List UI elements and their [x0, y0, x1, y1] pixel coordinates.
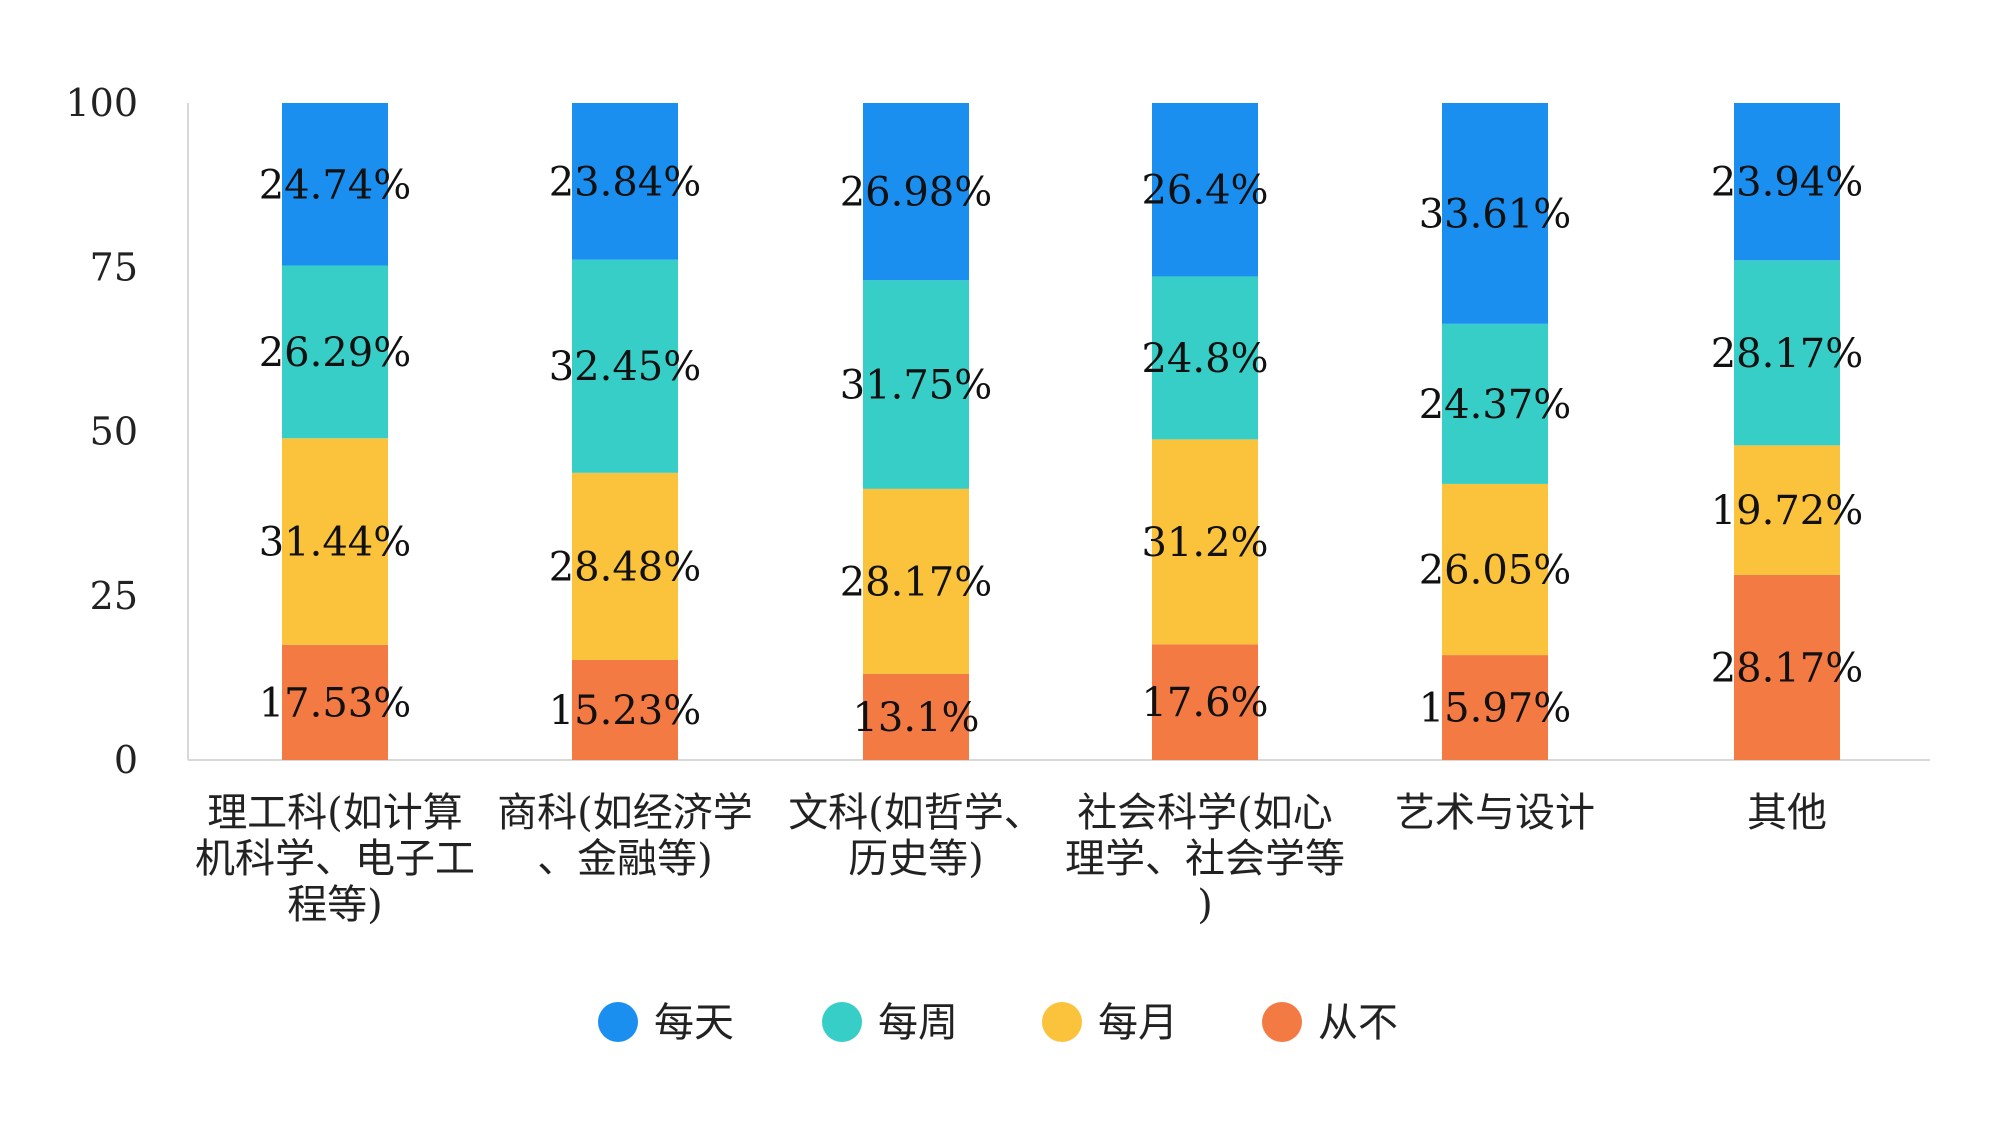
- x-tick-label: ): [1197, 882, 1213, 928]
- bar-segment: [282, 644, 388, 760]
- bar-segment: [572, 659, 678, 760]
- data-label: 31.2%: [1141, 520, 1268, 566]
- bar-segment: [1734, 260, 1840, 446]
- data-label: 32.45%: [549, 344, 702, 390]
- bar-segment: [1734, 445, 1840, 575]
- data-label: 26.05%: [1419, 548, 1572, 594]
- data-label: 28.17%: [1711, 645, 1864, 691]
- data-label: 23.84%: [549, 159, 702, 205]
- data-label: 26.98%: [840, 170, 993, 216]
- x-tick-label: 历史等): [848, 836, 984, 882]
- bar-segment: [863, 103, 969, 281]
- data-label: 28.17%: [840, 559, 993, 605]
- data-label: 28.48%: [549, 544, 702, 590]
- legend-label: 每周: [878, 1000, 958, 1046]
- data-label: 15.23%: [549, 688, 702, 734]
- data-label: 13.1%: [852, 695, 979, 741]
- y-tick-label: 0: [114, 738, 138, 782]
- legend-swatch: [822, 1002, 862, 1042]
- y-tick-label: 100: [65, 81, 138, 125]
- x-tick-label: 商科(如经济学: [497, 790, 753, 836]
- data-labels: 17.53% 31.44% 26.29% 24.74% 15.23% 28.48% 32.4…: [259, 159, 1864, 741]
- bar-segment: [1152, 644, 1258, 760]
- bar-segment: [1152, 103, 1258, 277]
- x-tick-label: 程等): [287, 882, 383, 928]
- legend-label: 从不: [1318, 1000, 1398, 1046]
- bar-segment: [1442, 655, 1548, 760]
- data-label: 28.17%: [1711, 331, 1864, 377]
- data-label: 26.29%: [259, 330, 412, 376]
- data-label: 24.74%: [259, 162, 412, 208]
- bar-segment: [863, 280, 969, 489]
- data-label: 15.97%: [1419, 686, 1572, 732]
- x-tick-label: 理学、社会学等: [1065, 836, 1345, 882]
- data-label: 17.53%: [259, 680, 412, 726]
- y-tick-label: 50: [90, 410, 138, 454]
- data-label: 26.4%: [1141, 168, 1268, 214]
- bar-segment: [863, 488, 969, 674]
- legend: 每天 每周 每月 从不: [598, 1000, 1398, 1046]
- y-tick-label: 75: [90, 245, 138, 289]
- data-label: 33.61%: [1419, 191, 1572, 237]
- bar-segment: [282, 438, 388, 645]
- x-tick-label: 社会科学(如心: [1077, 790, 1333, 836]
- x-tick-label: 、金融等): [537, 836, 713, 882]
- bar-segment: [1152, 276, 1258, 440]
- data-label: 17.6%: [1141, 680, 1268, 726]
- bar-segment: [572, 259, 678, 473]
- data-label: 19.72%: [1711, 488, 1864, 534]
- data-label: 24.8%: [1141, 336, 1268, 382]
- x-tick-label: 理工科(如计算: [207, 790, 463, 836]
- data-label: 23.94%: [1711, 160, 1864, 206]
- data-label: 31.75%: [840, 363, 993, 409]
- legend-swatch: [1262, 1002, 1302, 1042]
- bar-segment: [1442, 103, 1548, 324]
- bar-segment: [282, 265, 388, 439]
- bar-segment: [863, 673, 969, 760]
- y-tick-label: 25: [90, 574, 138, 618]
- data-label: 31.44%: [259, 520, 412, 566]
- bar-segment: [1442, 483, 1548, 656]
- x-tick-label: 艺术与设计: [1395, 790, 1595, 836]
- bar-segment: [1152, 439, 1258, 645]
- axes: 0 25 50 75 100: [65, 81, 1930, 782]
- legend-label: 每月: [1098, 1000, 1178, 1046]
- legend-swatch: [598, 1002, 638, 1042]
- bar-segment: [1734, 574, 1840, 760]
- bar-segment: [572, 472, 678, 660]
- legend-label: 每天: [654, 1000, 734, 1046]
- bar-segment: [572, 103, 678, 260]
- bar-segment: [282, 103, 388, 266]
- bars: [282, 103, 1840, 760]
- legend-swatch: [1042, 1002, 1082, 1042]
- bar-segment: [1442, 323, 1548, 484]
- x-tick-label: 文科(如哲学、: [788, 790, 1044, 836]
- data-label: 24.37%: [1419, 382, 1572, 428]
- x-tick-label: 机科学、电子工: [195, 836, 475, 882]
- x-tick-label: 其他: [1747, 790, 1827, 836]
- bar-segment: [1734, 103, 1840, 261]
